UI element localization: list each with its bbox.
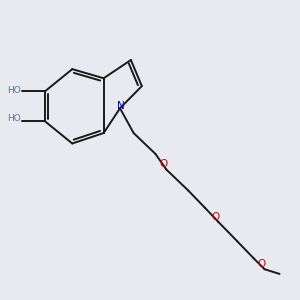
Text: O: O — [211, 212, 220, 221]
Text: O: O — [258, 259, 266, 269]
Text: N: N — [118, 101, 125, 111]
Text: HO: HO — [7, 85, 20, 94]
Text: HO: HO — [7, 114, 20, 123]
Text: O: O — [160, 159, 168, 169]
